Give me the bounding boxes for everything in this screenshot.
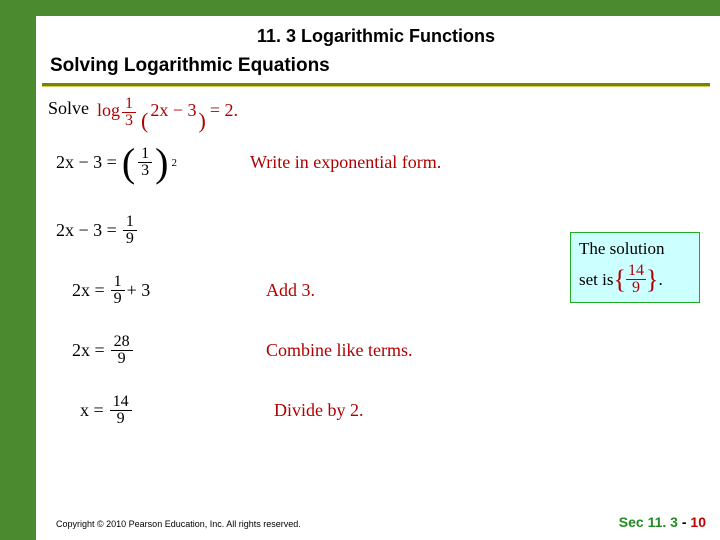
math-area: Solve log 1 3 ( 2x − 3 ) = 2.	[42, 94, 710, 494]
step-2: 2x − 3 = 1 9	[56, 214, 139, 247]
frac-d: 9	[114, 411, 128, 427]
solution-line1: The solution	[579, 239, 691, 259]
sec-dash: -	[678, 514, 690, 530]
step-1: 2x − 3 = ( 1 3 ) 2 Write in exponential …	[56, 146, 177, 179]
slide-subtitle: Solving Logarithmic Equations	[50, 55, 710, 77]
solution-frac-n: 14	[626, 263, 646, 279]
step-explanation: Combine like terms.	[266, 340, 412, 361]
step-explanation: Add 3.	[266, 280, 315, 301]
step-tail: + 3	[127, 280, 151, 301]
step-lhs-pre: x =	[80, 400, 104, 421]
section-reference: Sec 11. 3 - 10	[619, 514, 706, 530]
frac-n: 1	[138, 146, 152, 162]
frac-d: 9	[123, 231, 137, 247]
frac-n: 1	[111, 274, 125, 290]
solution-frac-d: 9	[630, 280, 642, 296]
frac-n: 28	[111, 334, 133, 350]
sec-page: 10	[690, 514, 706, 530]
step-explanation: Divide by 2.	[274, 400, 364, 421]
copyright-text: Copyright © 2010 Pearson Education, Inc.…	[56, 519, 301, 529]
step-lhs-pre: 2x − 3 =	[56, 152, 117, 173]
exponent: 2	[171, 157, 177, 169]
slide-top-border	[0, 0, 720, 16]
step-lhs-pre: 2x =	[72, 280, 105, 301]
slide-content: 11. 3 Logarithmic Functions Solving Loga…	[42, 20, 710, 530]
solution-line2-post: .	[658, 270, 662, 290]
sec-label: Sec 11. 3	[619, 514, 678, 530]
frac-n: 14	[110, 394, 132, 410]
slide-title: 11. 3 Logarithmic Functions	[42, 26, 710, 47]
log-text: log	[97, 100, 120, 121]
step-4: 2x = 28 9 Combine like terms.	[72, 334, 135, 367]
frac-d: 9	[111, 291, 125, 307]
step-explanation: Write in exponential form.	[250, 152, 441, 173]
problem-equals: = 2.	[210, 100, 238, 121]
step-lhs-pre: 2x =	[72, 340, 105, 361]
step-lhs-pre: 2x − 3 =	[56, 220, 117, 241]
title-underline	[42, 83, 710, 86]
log-base-num: 1	[122, 96, 136, 112]
slide-left-border	[0, 0, 36, 540]
step-3: 2x = 1 9 + 3 Add 3.	[72, 274, 150, 307]
problem-statement: Solve log 1 3 ( 2x − 3 ) = 2.	[48, 96, 238, 121]
frac-n: 1	[123, 214, 137, 230]
frac-d: 9	[115, 351, 129, 367]
step-5: x = 14 9 Divide by 2.	[80, 394, 134, 427]
log-arg: 2x − 3	[148, 100, 198, 121]
solve-label: Solve	[48, 98, 89, 119]
solution-line2-pre: set is	[579, 270, 613, 290]
slide-footer: Copyright © 2010 Pearson Education, Inc.…	[56, 514, 706, 530]
log-base-den: 3	[122, 113, 136, 129]
solution-box: The solution set is { 14 9 } .	[570, 232, 700, 303]
frac-d: 3	[138, 163, 152, 179]
